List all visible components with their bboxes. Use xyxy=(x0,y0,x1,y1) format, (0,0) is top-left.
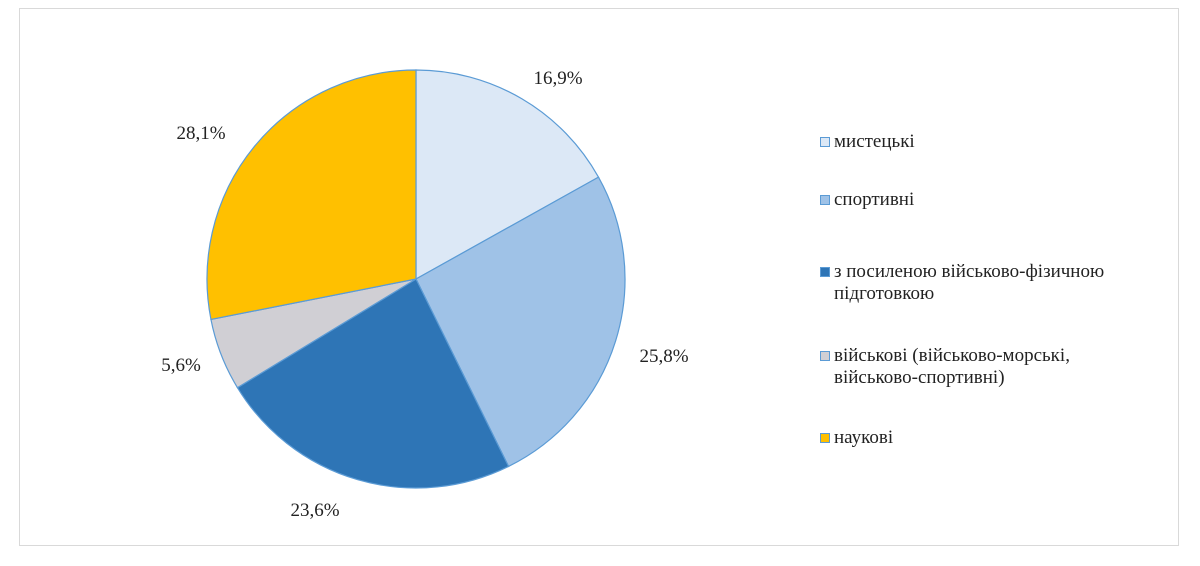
legend-item-mystetski: мистецькі xyxy=(820,131,1180,153)
slice-value-label: 16,9% xyxy=(533,68,582,89)
legend-item-military-physical: з посиленою військово-фізичною підготовк… xyxy=(820,261,1180,305)
legend-swatch xyxy=(820,137,830,147)
pie-chart: 16,9% 25,8% 23,6% 5,6% 28,1% xyxy=(161,68,689,521)
legend-label: наукові xyxy=(834,427,894,448)
slice-value-label: 23,6% xyxy=(290,500,339,521)
legend-item-naukovi: наукові xyxy=(820,427,1180,449)
legend-swatch xyxy=(820,195,830,205)
legend-swatch xyxy=(820,267,830,277)
legend-item-sportyvni: спортивні xyxy=(820,189,1180,211)
legend-swatch xyxy=(820,433,830,443)
pie-slice-2 xyxy=(415,176,626,468)
pie-slice-5 xyxy=(206,69,417,321)
slice-value-label: 5,6% xyxy=(161,355,201,376)
chart-frame: 16,9% 25,8% 23,6% 5,6% 28,1% мистецькі спорт… xyxy=(19,8,1179,546)
legend-swatch xyxy=(820,351,830,361)
legend-label: військові (військово-морські, військово-… xyxy=(834,345,1070,388)
legend-item-military: військові (військово-морські, військово-… xyxy=(820,345,1180,389)
slice-value-label: 28,1% xyxy=(176,123,225,144)
legend-label: спортивні xyxy=(834,189,915,210)
legend-label: з посиленою військово-фізичною підготовк… xyxy=(834,261,1105,304)
slice-value-label: 25,8% xyxy=(639,346,688,367)
pie-slice-1 xyxy=(415,69,600,281)
pie-slice-3 xyxy=(236,278,510,489)
legend-label: мистецькі xyxy=(834,131,915,152)
